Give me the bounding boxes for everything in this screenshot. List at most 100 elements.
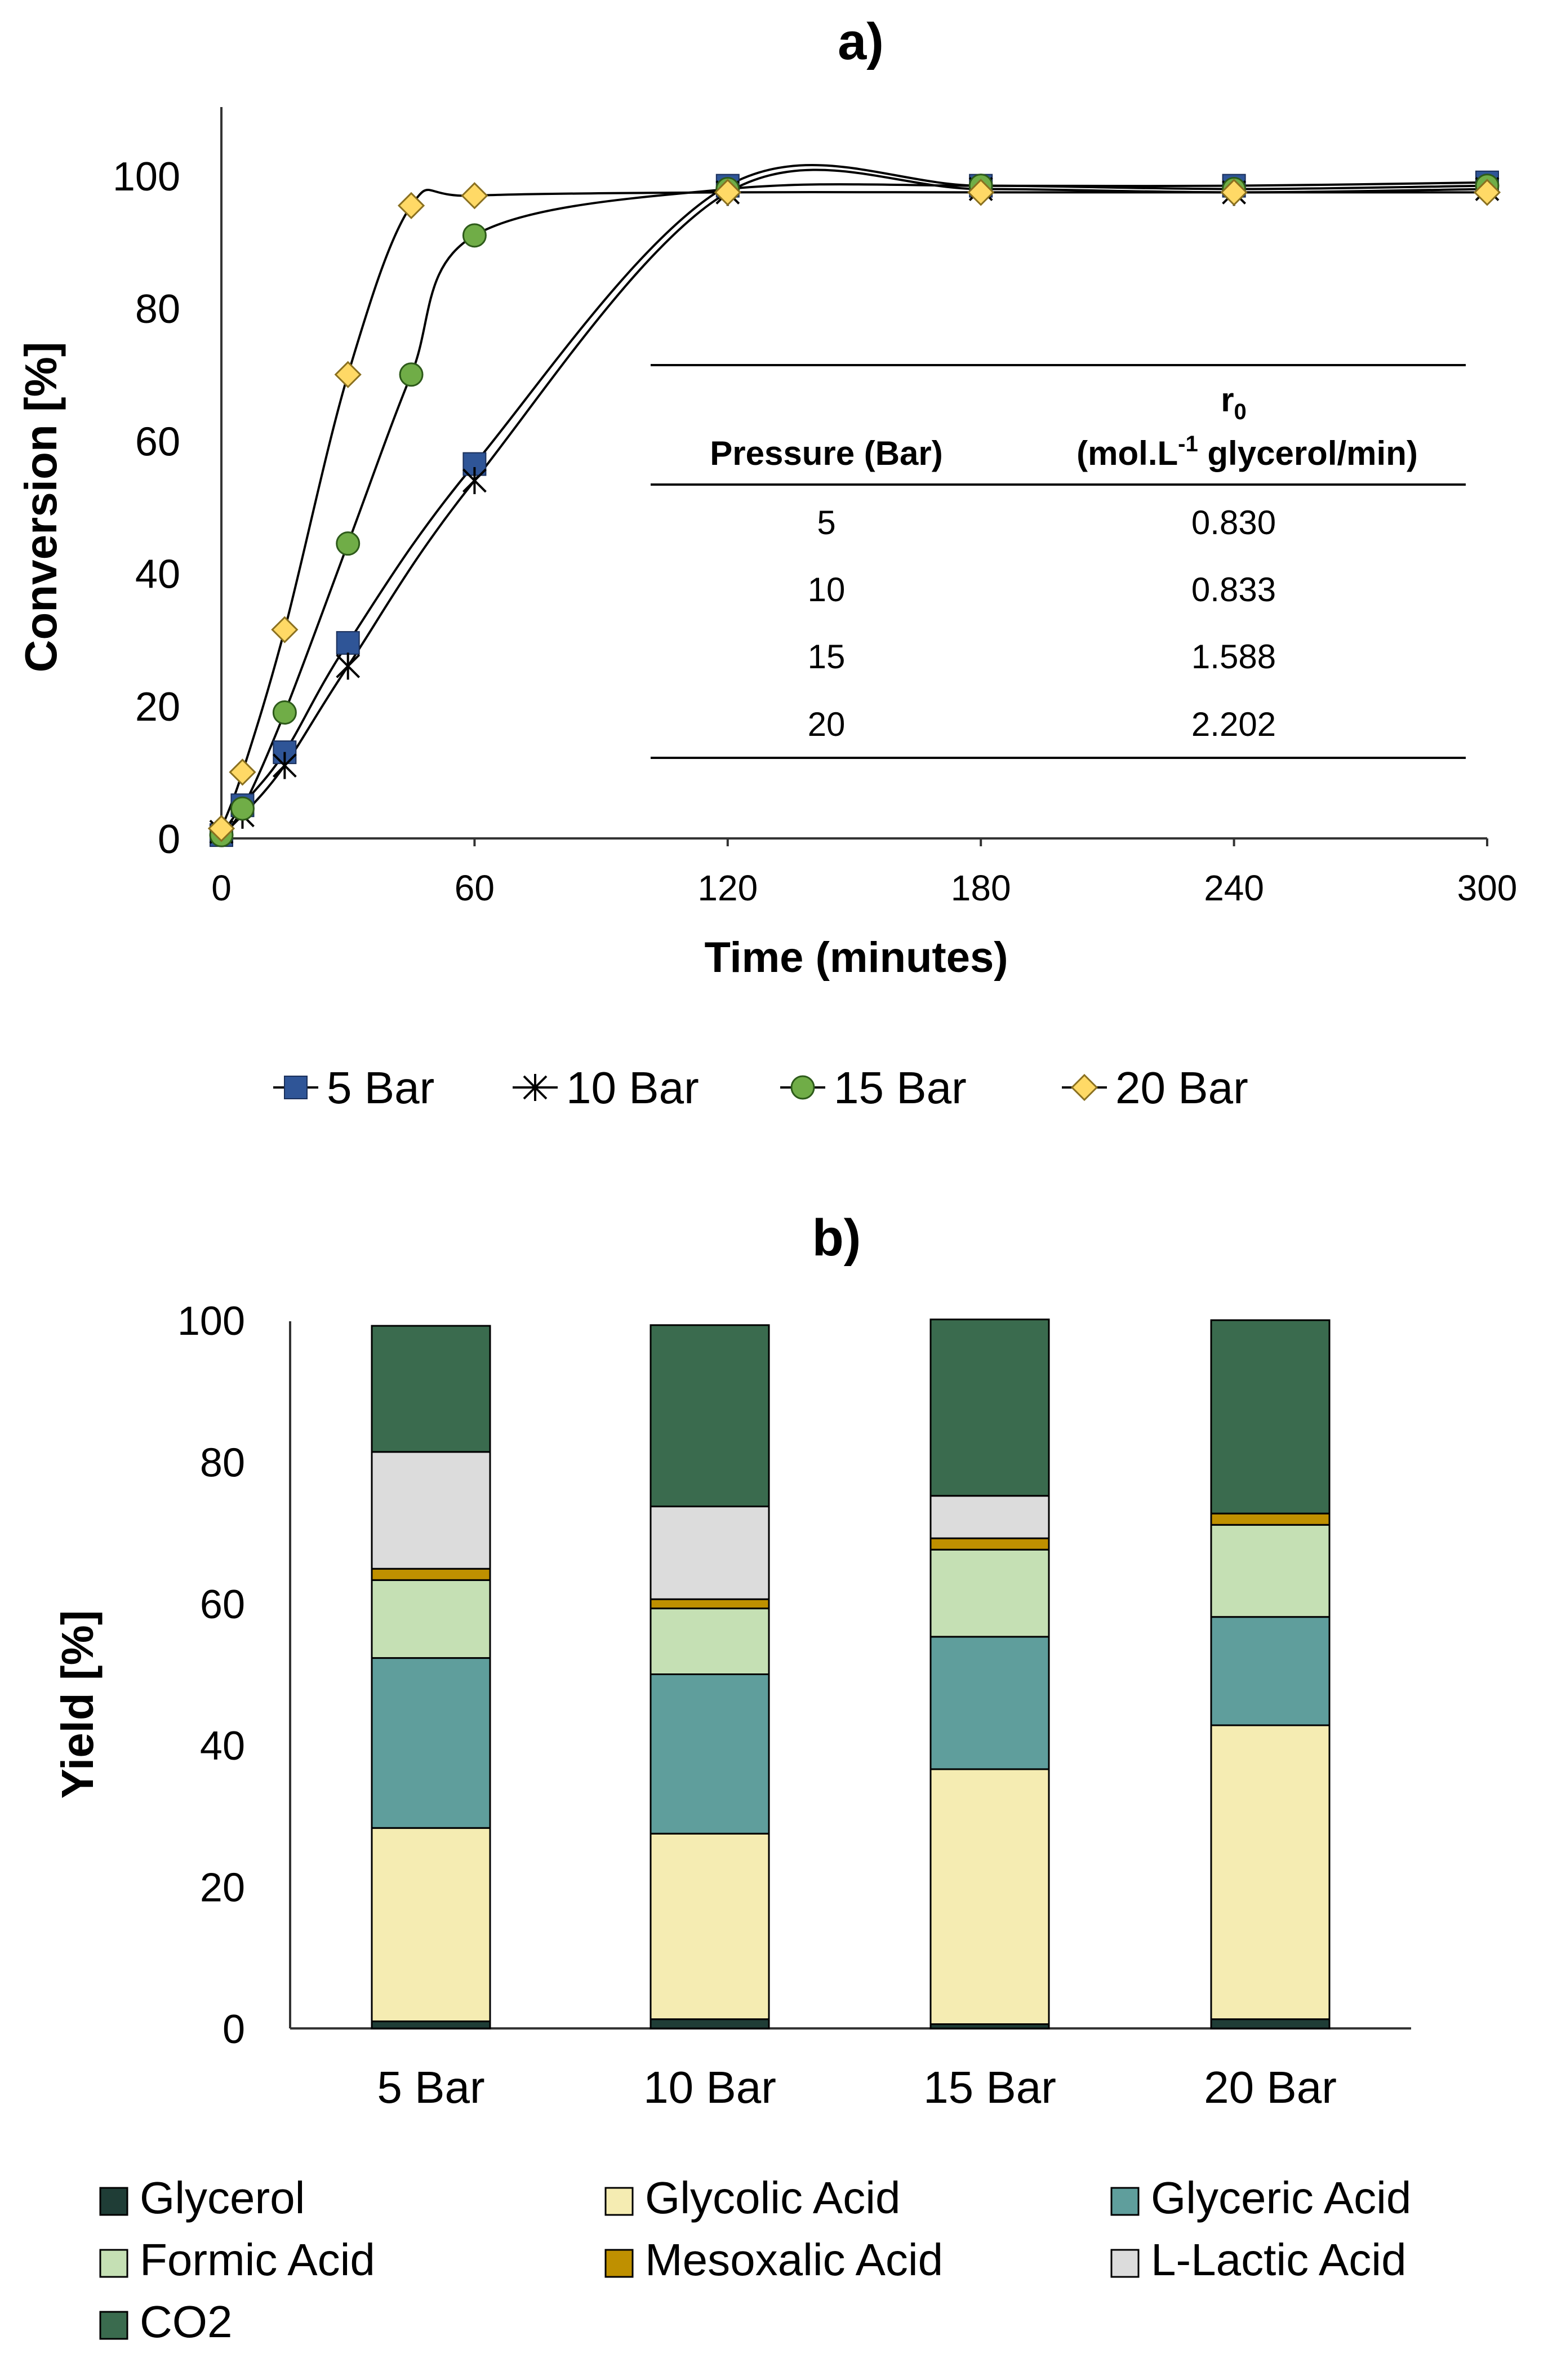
bar-segment-formic-acid <box>929 1548 1050 1638</box>
legend-item-mesoxalic-acid: Mesoxalic Acid <box>604 2235 943 2285</box>
bar-segment-glycolic-acid <box>650 1832 770 2021</box>
legend-item-glycolic-acid: Glycolic Acid <box>604 2173 900 2223</box>
y-tick-label: 80 <box>200 1440 245 1485</box>
bar-segment-glyceric-acid <box>650 1673 770 1835</box>
panel-b-y-tick-labels: 0 20 40 60 80 100 <box>177 1299 245 2052</box>
panel-a-x-tick-labels: 0 60 120 180 240 300 <box>211 868 1517 908</box>
bar-segment-glycerol <box>650 2018 770 2030</box>
x-tick-label: 300 <box>1457 868 1518 908</box>
bar-segment-formic-acid <box>1210 1524 1331 1618</box>
data-point-diamond <box>271 616 299 643</box>
y-tick-label: 0 <box>223 2007 245 2052</box>
table-row: 5 0.830 <box>817 504 1276 541</box>
legend-marker-square <box>284 1076 308 1099</box>
y-tick-label: 100 <box>177 1299 245 1344</box>
table-cell-rate: 0.830 <box>1191 504 1276 541</box>
bar-segment-glycerol <box>1210 2018 1331 2030</box>
table-cell-rate: 0.833 <box>1191 571 1276 609</box>
legend-marker-diamond <box>1070 1073 1098 1102</box>
legend-item-co2: CO2 <box>99 2297 233 2347</box>
legend-marker-asterisk <box>523 1074 548 1101</box>
data-point-diamond <box>967 179 995 206</box>
legend-label: 15 Bar <box>834 1063 967 1113</box>
data-point-diamond <box>714 179 741 206</box>
legend-label: 10 Bar <box>566 1063 699 1113</box>
legend-item-10-bar: 10 Bar <box>513 1063 699 1113</box>
stacked-bar-10-bar <box>650 1324 770 2030</box>
legend-item-formic-acid: Formic Acid <box>99 2235 375 2285</box>
legend-label: Glycolic Acid <box>645 2173 900 2223</box>
legend-label: Glyceric Acid <box>1151 2173 1411 2223</box>
bar-segment-mesoxalic-acid <box>371 1568 491 1581</box>
bar-segment-glycolic-acid <box>1210 1724 1331 2021</box>
legend-swatch <box>604 2187 634 2216</box>
bar-segment-co2 <box>371 1325 491 1453</box>
table-header-rate-units: (mol.L-1 glycerol/min) <box>1077 432 1418 472</box>
series-line-10-bar <box>220 168 1488 833</box>
legend-swatch <box>1110 2249 1140 2278</box>
x-tick-label: 120 <box>697 868 758 908</box>
series-line-5-bar <box>220 164 1488 836</box>
legend-item-l-lactic-acid: L-Lactic Acid <box>1110 2235 1407 2285</box>
table-row: 15 1.588 <box>808 638 1276 676</box>
legend-label: Formic Acid <box>140 2235 375 2285</box>
y-tick-label: 40 <box>200 1724 245 1769</box>
category-label: 5 Bar <box>377 2062 484 2112</box>
legend-swatch <box>99 2311 128 2340</box>
bar-segment-co2 <box>650 1324 770 1508</box>
bar-segment-glyceric-acid <box>929 1636 1050 1770</box>
legend-item-15-bar: 15 Bar <box>780 1063 967 1113</box>
table-cell-pressure: 20 <box>808 705 846 743</box>
x-tick-label: 240 <box>1204 868 1264 908</box>
table-cell-rate: 1.588 <box>1191 638 1276 676</box>
table-cell-rate: 2.202 <box>1191 705 1276 743</box>
table-cell-pressure: 10 <box>808 571 846 609</box>
legend-swatch <box>604 2249 634 2278</box>
legend-label: 20 Bar <box>1115 1063 1248 1113</box>
table-cell-pressure: 5 <box>817 504 835 541</box>
table-header-pressure: Pressure (Bar) <box>710 434 943 472</box>
panel-b-y-axis-label: Yield [%] <box>52 1610 103 1799</box>
x-tick-label: 60 <box>455 868 495 908</box>
data-point-diamond <box>207 815 235 842</box>
legend-swatch <box>99 2249 128 2278</box>
data-point-diamond <box>461 182 488 210</box>
y-tick-label: 60 <box>200 1582 245 1627</box>
bar-segment-co2 <box>929 1318 1050 1497</box>
bar-segment-mesoxalic-acid <box>1210 1512 1331 1526</box>
stacked-bar-5-bar <box>371 1325 491 2030</box>
data-point-diamond <box>1220 179 1248 206</box>
series-line-20-bar <box>220 188 1488 829</box>
panel-b-title: b) <box>812 1209 861 1267</box>
panel-a-x-tick-marks <box>220 838 1488 846</box>
data-point-diamond <box>1070 1073 1098 1102</box>
y-tick-label: 60 <box>135 419 180 464</box>
legend-label: Glycerol <box>140 2173 305 2223</box>
y-tick-label: 40 <box>135 552 180 597</box>
data-point-diamond <box>1473 179 1501 206</box>
bar-segment-l-lactic-acid <box>650 1506 770 1600</box>
y-tick-label: 0 <box>158 817 180 862</box>
panel-a-rate-table: r0 Pressure (Bar) (mol.L-1 glycerol/min)… <box>651 364 1466 759</box>
legend-label: 5 Bar <box>327 1063 434 1113</box>
table-cell-pressure: 15 <box>808 638 846 676</box>
bar-segment-formic-acid <box>371 1579 491 1659</box>
data-point-circle <box>399 362 424 387</box>
legend-item-glyceric-acid: Glyceric Acid <box>1110 2173 1411 2223</box>
panel-b-legend: Glycerol Glycolic Acid Glyceric Acid Formic… <box>99 2173 1411 2347</box>
bar-segment-glyceric-acid <box>371 1657 491 1829</box>
data-point-diamond <box>334 361 362 388</box>
x-tick-label: 0 <box>211 868 232 908</box>
panel-b-category-labels: 5 Bar 10 Bar 15 Bar 20 Bar <box>377 2062 1336 2112</box>
stacked-bar-20-bar <box>1210 1319 1331 2030</box>
y-tick-label: 100 <box>113 154 180 199</box>
panel-a-legend: 5 Bar 10 Bar 15 Bar 20 Bar <box>273 1063 1248 1113</box>
data-point-asterisk <box>336 652 361 680</box>
x-tick-label: 180 <box>951 868 1011 908</box>
bar-segment-l-lactic-acid <box>371 1451 491 1570</box>
panel-a-conversion-chart: a) Conversion [%] Time (minutes) 0 20 40 60… <box>16 13 1517 1113</box>
category-label: 15 Bar <box>923 2062 1056 2112</box>
bar-segment-glycolic-acid <box>371 1827 491 2022</box>
panel-a-y-axis-label: Conversion [%] <box>16 342 66 673</box>
data-point-asterisk <box>523 1074 548 1101</box>
